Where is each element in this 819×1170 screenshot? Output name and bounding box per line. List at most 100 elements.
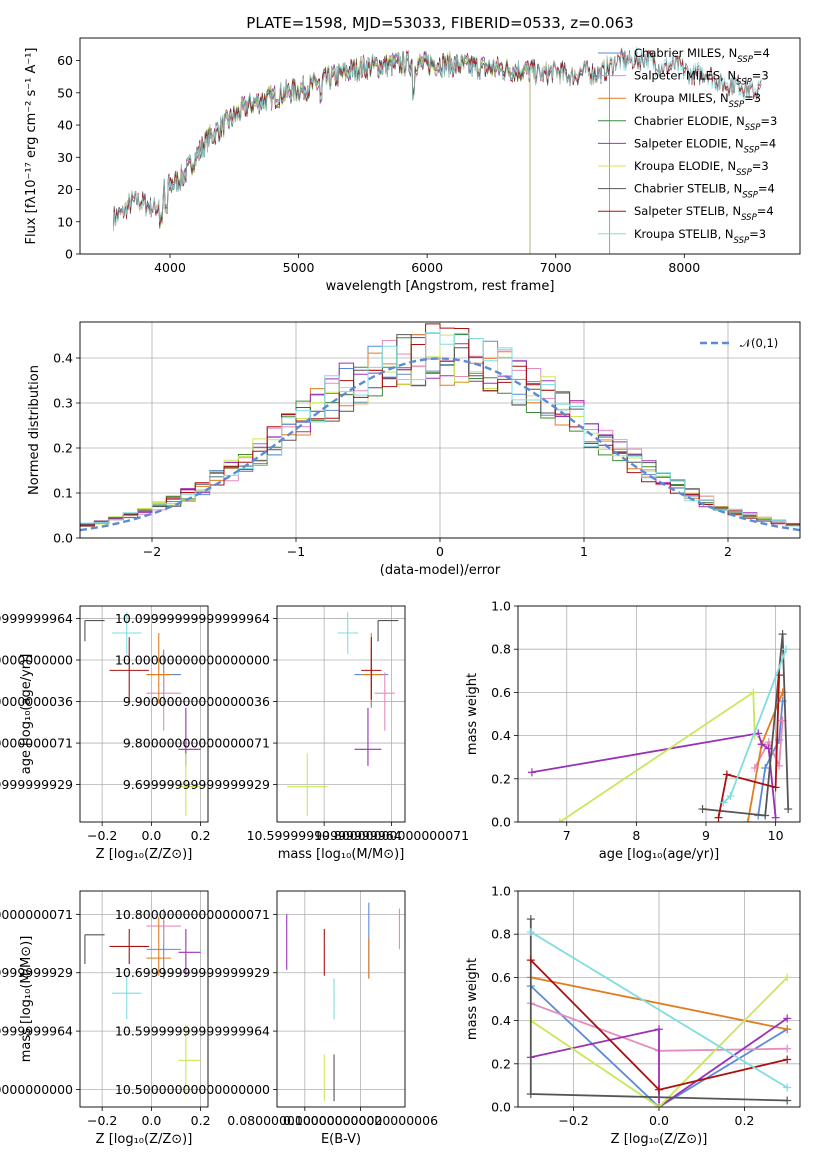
y-tick-label: 0.2 xyxy=(491,1056,511,1071)
y-axis-label: age [log₁₀(age/yr)] xyxy=(19,654,34,775)
legend-label: Salpeter STELIB, NSSP=4 xyxy=(634,204,774,223)
y-tick-label: 9.80000000000000071 xyxy=(0,736,73,751)
y-tick-label: 20 xyxy=(57,182,73,197)
panel-mass_vs_EBV: 0.0800000000000000020.100000000000000006… xyxy=(115,890,438,1147)
x-tick-label: 10 xyxy=(768,828,784,843)
axes-frame xyxy=(517,605,801,823)
legend-label: Kroupa ELODIE, NSSP=3 xyxy=(634,159,769,178)
y-tick-label: 0 xyxy=(65,247,73,262)
plot-area xyxy=(84,908,201,1096)
x-tick-label: 8 xyxy=(632,828,640,843)
plot-area xyxy=(80,323,800,532)
y-tick-label: 10.09999999999999964 xyxy=(115,611,270,626)
y-tick-label: 0.1 xyxy=(53,486,73,501)
x-tick-label: 7 xyxy=(563,828,571,843)
y-tick-label: 10.00000000000000000 xyxy=(115,653,270,668)
y-tick-label: 10.50000000000000000 xyxy=(115,1082,270,1097)
legend-label: Chabrier STELIB, NSSP=4 xyxy=(634,182,775,201)
panel-age_vs_mass: 10.5999999999999996410.80000000000000071… xyxy=(115,605,469,862)
y-tick-label: 0.8 xyxy=(491,642,511,657)
y-tick-label: 0.4 xyxy=(491,728,511,743)
weight-line xyxy=(530,1017,788,1107)
x-axis-label: mass [log₁₀(M/M⊙)] xyxy=(278,847,405,862)
y-tick-label: 10.59999999999999964 xyxy=(115,1024,270,1039)
y-tick-label: 0.4 xyxy=(53,351,73,366)
y-axis-label: Flux [fλ10⁻¹⁷ erg cm⁻² s⁻¹ A⁻¹] xyxy=(24,48,39,245)
y-tick-label: 10.00000000000000000 xyxy=(0,653,73,668)
plot-area xyxy=(527,630,793,822)
y-tick-label: 9.69999999999999929 xyxy=(0,777,73,792)
y-axis-label: mass [log₁₀(M/M⊙)] xyxy=(19,936,34,1063)
panel-mass_vs_Z: −0.2 0.0 0.2 10.50000000000000000 10.5999999… xyxy=(0,890,211,1147)
y-tick-label: 0.0 xyxy=(53,531,73,546)
panel-residual_histogram: −2 −1 0 1 2 0.0 0.1 0.2 0.3 0.4 (data-model)/error… xyxy=(27,321,801,578)
plot-area xyxy=(287,612,399,816)
y-axis-label: mass weight xyxy=(465,958,480,1040)
y-tick-label: 30 xyxy=(57,150,73,165)
y-tick-label: 10.59999999999999964 xyxy=(0,1024,73,1039)
weight-line xyxy=(702,634,790,817)
y-tick-label: 1.0 xyxy=(491,599,511,614)
weight-line xyxy=(717,675,780,818)
x-tick-label: 0.2 xyxy=(191,1113,211,1128)
plot-area xyxy=(84,612,201,816)
weight-line xyxy=(753,720,784,769)
x-axis-label: E(B-V) xyxy=(321,1132,361,1147)
panel-spectrum: 4000 5000 6000 7000 8000 0 10 20 30 40 50 60 wavelen… xyxy=(24,37,801,294)
axes-frame xyxy=(517,890,801,1108)
y-tick-label: 10.69999999999999929 xyxy=(0,965,73,980)
panel-age_vs_Z: −0.2 0.0 0.2 9.69999999999999929 9.800000000… xyxy=(0,605,211,862)
x-tick-label: 0.2 xyxy=(735,1113,755,1128)
axes-frame xyxy=(79,605,209,823)
x-tick-label: 2 xyxy=(724,544,732,559)
y-tick-label: 0.2 xyxy=(491,771,511,786)
x-tick-label: 0 xyxy=(436,544,444,559)
x-tick-label: 0.100000000000000006 xyxy=(283,1113,438,1128)
y-tick-label: 1.0 xyxy=(491,884,511,899)
x-tick-label: 8000 xyxy=(668,260,700,275)
y-tick-label: 9.90000000000000036 xyxy=(123,694,270,709)
plot-area xyxy=(113,46,762,254)
panel-weight_vs_age: 7 8 9 10 0.0 0.2 0.4 0.6 0.8 1.0 age [log₁₀(age/yr… xyxy=(465,599,801,862)
plot-area xyxy=(526,915,792,1107)
histogram-step xyxy=(80,323,800,527)
plot-area xyxy=(286,902,400,1102)
legend-label: Salpeter ELODIE, NSSP=4 xyxy=(634,136,776,155)
y-tick-label: 0.3 xyxy=(53,396,73,411)
x-tick-label: 1 xyxy=(580,544,588,559)
y-tick-label: 10.80000000000000071 xyxy=(115,907,270,922)
x-tick-label: 0.0 xyxy=(141,828,161,843)
y-tick-label: 10.69999999999999929 xyxy=(115,965,270,980)
y-axis-label: Normed distribution xyxy=(27,365,42,495)
y-tick-label: 0.6 xyxy=(491,970,511,985)
x-tick-label: −0.2 xyxy=(87,1113,117,1128)
x-tick-label: 5000 xyxy=(283,260,315,275)
normal-curve xyxy=(80,357,800,532)
y-tick-label: 0.2 xyxy=(53,441,73,456)
x-tick-label: 4000 xyxy=(154,260,186,275)
weight-line xyxy=(530,931,788,1089)
axes-frame xyxy=(79,890,209,1108)
x-axis-label: Z [log₁₀(Z/Z⊙)] xyxy=(96,1132,193,1147)
panel-weight_vs_Z: −0.2 0.0 0.2 0.0 0.2 0.4 0.6 0.8 1.0 Z [log₁₀(Z/Z… xyxy=(465,884,801,1147)
y-tick-label: 9.69999999999999929 xyxy=(123,777,270,792)
y-tick-label: 0.0 xyxy=(491,1100,511,1115)
x-axis-label: Z [log₁₀(Z/Z⊙)] xyxy=(611,1132,708,1147)
spectrum-line xyxy=(159,52,531,254)
x-tick-label: 0.0 xyxy=(141,1113,161,1128)
x-axis-label: age [log₁₀(age/yr)] xyxy=(599,847,720,862)
y-axis-label: mass weight xyxy=(465,673,480,755)
axes-frame xyxy=(79,37,801,255)
histogram-step xyxy=(80,332,800,527)
axes-frame xyxy=(79,321,801,539)
figure-title: PLATE=1598, MJD=53033, FIBERID=0533, z=0… xyxy=(246,14,633,32)
x-tick-label: 0.080000000000000002 xyxy=(227,1113,382,1128)
axes-frame xyxy=(276,890,406,1108)
y-tick-label: 0.6 xyxy=(491,685,511,700)
x-tick-label: −0.2 xyxy=(558,1113,588,1128)
x-tick-label: 0.0 xyxy=(649,1113,669,1128)
y-tick-label: 0.4 xyxy=(491,1013,511,1028)
y-tick-label: 9.90000000000000036 xyxy=(0,694,73,709)
